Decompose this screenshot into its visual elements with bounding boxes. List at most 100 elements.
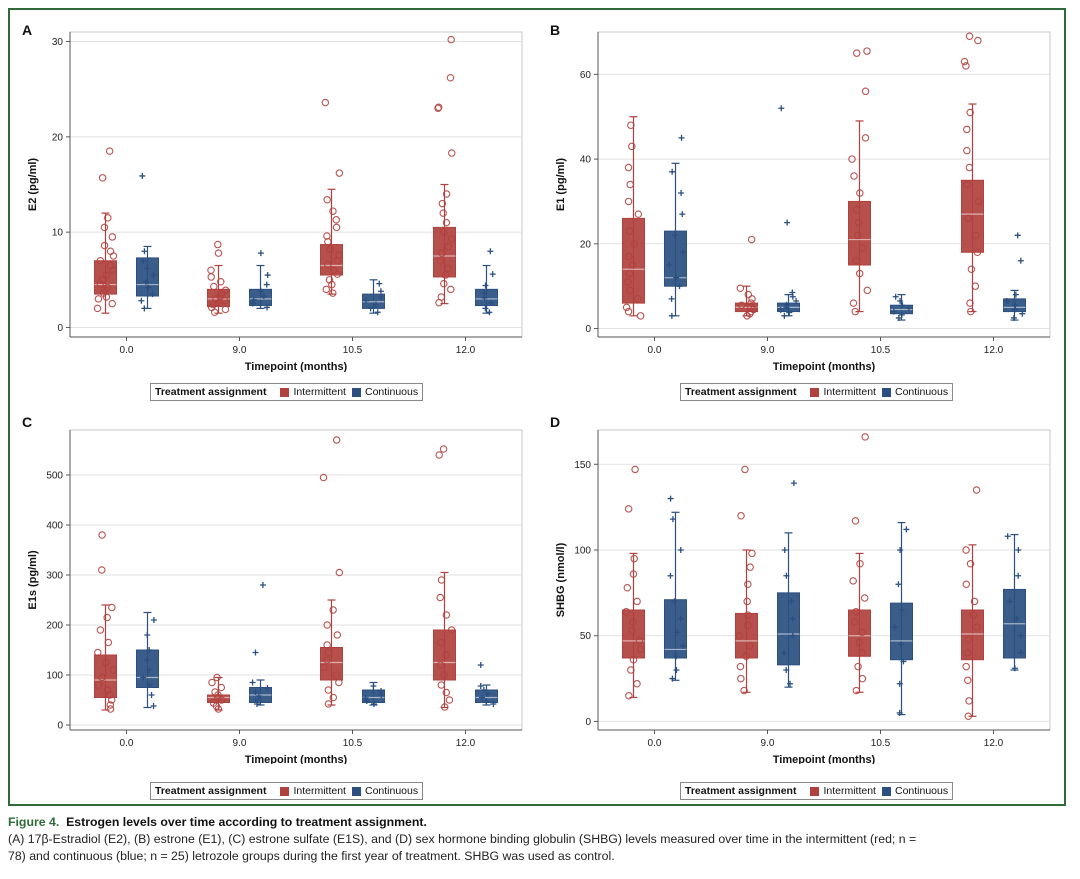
data-point — [106, 247, 115, 255]
data-point — [436, 593, 444, 602]
data-point — [438, 199, 447, 208]
data-point — [854, 231, 862, 240]
data-point — [477, 683, 484, 689]
intermittent-box-0.0 — [622, 465, 645, 700]
data-point — [260, 293, 267, 300]
data-point — [746, 642, 754, 650]
data-point — [333, 631, 342, 639]
intermittent-box-0.0 — [93, 147, 118, 314]
data-point — [257, 288, 264, 295]
y-tick-label: 0 — [585, 717, 591, 728]
data-point — [970, 597, 979, 606]
data-point — [1015, 572, 1022, 579]
legend-label-continuous: Continuous — [364, 785, 419, 797]
data-point — [214, 249, 223, 257]
data-point — [966, 299, 974, 307]
intermittent-box-9.0 — [735, 465, 758, 695]
data-point — [669, 675, 676, 682]
data-point — [487, 248, 494, 255]
data-point — [483, 698, 490, 704]
data-point — [965, 697, 973, 705]
data-point — [322, 285, 331, 294]
data-point — [669, 168, 676, 175]
data-point — [490, 701, 497, 707]
data-point — [777, 306, 784, 313]
continuous-box-12.0 — [1003, 533, 1026, 672]
y-tick-label: 20 — [580, 239, 592, 250]
data-point — [324, 648, 332, 657]
legend-swatch-continuous — [351, 786, 361, 796]
y-tick-label: 100 — [46, 671, 63, 682]
data-point — [332, 216, 341, 224]
data-point — [150, 272, 157, 279]
data-point — [440, 279, 448, 288]
data-point — [963, 180, 971, 189]
data-point — [221, 297, 229, 305]
x-axis-label: Timepoint (months) — [245, 361, 348, 372]
data-point — [973, 623, 981, 631]
x-tick-label: 9.0 — [761, 738, 775, 749]
data-point — [737, 511, 745, 520]
data-point — [787, 680, 794, 687]
data-point — [890, 308, 897, 315]
chart-svg: 0 10 20 30 E2 (pg/ml) 0.0 9.0 10.5 12.0 Timepoint… — [27, 31, 523, 372]
data-point — [737, 301, 746, 309]
data-point — [666, 261, 673, 268]
data-point — [680, 249, 687, 256]
data-point — [250, 296, 257, 303]
data-point — [447, 626, 456, 634]
data-point — [741, 465, 749, 474]
data-point — [748, 295, 756, 303]
data-point — [964, 712, 973, 721]
data-point — [861, 433, 869, 441]
continuous-box-10.5 — [890, 293, 913, 321]
x-axis-label: Timepoint (months) — [773, 361, 876, 372]
data-point — [962, 662, 970, 671]
data-point — [737, 674, 745, 683]
y-tick-label: 500 — [46, 471, 63, 482]
y-tick-label: 30 — [52, 37, 64, 48]
legend-swatch-intermittent — [280, 387, 290, 397]
x-tick-label: 10.5 — [343, 345, 363, 356]
data-point — [964, 635, 973, 643]
x-axis-label: Timepoint (months) — [773, 754, 876, 764]
legend-label-continuous: Continuous — [894, 386, 949, 398]
data-point — [94, 295, 103, 303]
intermittent-box-12.0 — [960, 32, 984, 316]
continuous-box-9.0 — [777, 480, 800, 688]
data-point — [106, 705, 115, 713]
data-point — [102, 271, 110, 279]
data-point — [781, 547, 788, 553]
data-point — [897, 641, 904, 648]
data-point — [146, 682, 153, 688]
data-point — [141, 305, 148, 312]
legend-label-intermittent: Intermittent — [293, 386, 346, 398]
data-point — [895, 581, 902, 588]
data-point — [148, 692, 155, 698]
data-point — [378, 293, 385, 300]
data-point — [98, 531, 106, 539]
data-point — [631, 465, 639, 474]
data-point — [743, 621, 752, 630]
data-point — [973, 248, 982, 257]
data-point — [442, 688, 451, 697]
data-point — [141, 248, 148, 255]
intermittent-box-12.0 — [961, 486, 984, 721]
intermittent-box-9.0 — [735, 235, 758, 320]
data-point — [103, 686, 112, 694]
data-point — [211, 688, 219, 696]
box-iqr — [961, 179, 984, 253]
data-point — [100, 241, 109, 250]
data-point — [900, 658, 907, 665]
data-point — [263, 304, 270, 311]
data-point — [891, 624, 898, 631]
y-tick-label: 0 — [57, 323, 63, 334]
data-point — [332, 436, 341, 444]
data-point — [963, 649, 972, 657]
legend-title: Treatment assignment — [685, 386, 797, 398]
box-iqr — [890, 602, 913, 661]
data-point — [635, 637, 644, 645]
legend-label-continuous: Continuous — [894, 785, 949, 797]
data-point — [149, 291, 156, 298]
data-point — [780, 649, 787, 656]
